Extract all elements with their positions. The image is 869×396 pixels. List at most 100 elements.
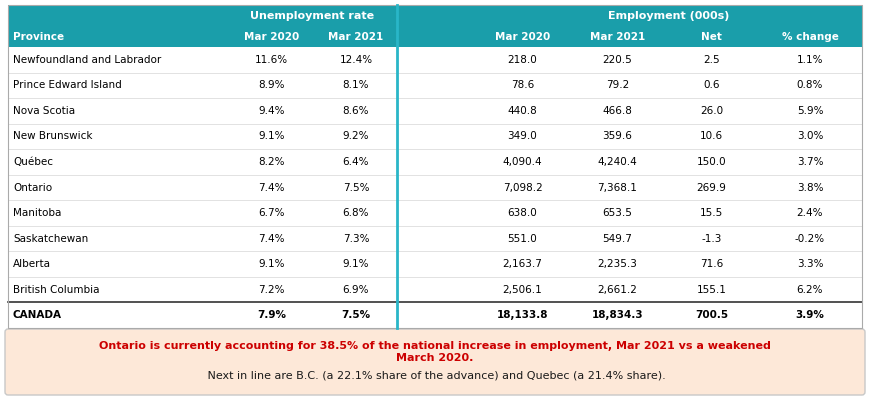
Text: 15.5: 15.5 bbox=[699, 208, 722, 218]
Text: 9.2%: 9.2% bbox=[342, 131, 368, 141]
Text: 0.6: 0.6 bbox=[702, 80, 719, 90]
Text: 7.5%: 7.5% bbox=[341, 310, 370, 320]
Text: 7.3%: 7.3% bbox=[342, 234, 368, 244]
Text: 3.9%: 3.9% bbox=[794, 310, 824, 320]
Text: 2,163.7: 2,163.7 bbox=[502, 259, 541, 269]
Text: 7.9%: 7.9% bbox=[256, 310, 286, 320]
Text: 150.0: 150.0 bbox=[696, 157, 726, 167]
Text: 700.5: 700.5 bbox=[694, 310, 727, 320]
Bar bbox=[8, 175, 861, 200]
Text: Ontario: Ontario bbox=[13, 183, 52, 192]
Text: 2,661.2: 2,661.2 bbox=[597, 285, 637, 295]
Text: 220.5: 220.5 bbox=[602, 55, 632, 65]
Text: 9.4%: 9.4% bbox=[258, 106, 284, 116]
Bar bbox=[8, 226, 861, 251]
Text: Employment (000s): Employment (000s) bbox=[607, 11, 728, 21]
Text: 549.7: 549.7 bbox=[602, 234, 632, 244]
Text: 653.5: 653.5 bbox=[602, 208, 632, 218]
Text: CANADA: CANADA bbox=[13, 310, 62, 320]
Text: 5.9%: 5.9% bbox=[796, 106, 822, 116]
Text: Québec: Québec bbox=[13, 157, 53, 167]
Bar bbox=[8, 200, 861, 226]
Text: 8.9%: 8.9% bbox=[258, 80, 284, 90]
Text: Mar 2021: Mar 2021 bbox=[328, 32, 383, 42]
Text: -1.3: -1.3 bbox=[700, 234, 721, 244]
Text: % change: % change bbox=[780, 32, 838, 42]
Text: Mar 2020: Mar 2020 bbox=[243, 32, 299, 42]
Text: Mar 2021: Mar 2021 bbox=[589, 32, 645, 42]
Text: 7.5%: 7.5% bbox=[342, 183, 368, 192]
Text: 26.0: 26.0 bbox=[700, 106, 722, 116]
Text: 6.7%: 6.7% bbox=[258, 208, 284, 218]
Text: 6.4%: 6.4% bbox=[342, 157, 368, 167]
Bar bbox=[8, 277, 861, 303]
Text: 7.4%: 7.4% bbox=[258, 183, 284, 192]
Text: 9.1%: 9.1% bbox=[258, 131, 284, 141]
Text: 1.1%: 1.1% bbox=[796, 55, 822, 65]
Text: 269.9: 269.9 bbox=[696, 183, 726, 192]
Bar bbox=[8, 251, 861, 277]
Text: 155.1: 155.1 bbox=[696, 285, 726, 295]
Text: 7,368.1: 7,368.1 bbox=[597, 183, 637, 192]
Text: 3.8%: 3.8% bbox=[796, 183, 822, 192]
Text: Net: Net bbox=[700, 32, 721, 42]
Bar bbox=[8, 98, 861, 124]
Text: 440.8: 440.8 bbox=[507, 106, 537, 116]
Bar bbox=[8, 5, 861, 27]
Text: 7.2%: 7.2% bbox=[258, 285, 284, 295]
Bar bbox=[8, 149, 861, 175]
Text: Prince Edward Island: Prince Edward Island bbox=[13, 80, 122, 90]
Text: 2.5: 2.5 bbox=[702, 55, 719, 65]
Text: Next in line are B.C. (a 22.1% share of the advance) and Quebec (a 21.4% share).: Next in line are B.C. (a 22.1% share of … bbox=[204, 371, 665, 381]
Text: 6.9%: 6.9% bbox=[342, 285, 368, 295]
Text: 71.6: 71.6 bbox=[699, 259, 722, 269]
Text: British Columbia: British Columbia bbox=[13, 285, 99, 295]
Text: 2,506.1: 2,506.1 bbox=[502, 285, 541, 295]
Text: 2.4%: 2.4% bbox=[796, 208, 822, 218]
Text: 18,133.8: 18,133.8 bbox=[496, 310, 547, 320]
Text: 3.3%: 3.3% bbox=[796, 259, 822, 269]
Text: Newfoundland and Labrador: Newfoundland and Labrador bbox=[13, 55, 161, 65]
Text: 8.6%: 8.6% bbox=[342, 106, 368, 116]
Text: 3.7%: 3.7% bbox=[796, 157, 822, 167]
Text: 3.0%: 3.0% bbox=[796, 131, 822, 141]
Bar bbox=[8, 5, 861, 328]
FancyBboxPatch shape bbox=[5, 329, 864, 395]
Bar bbox=[8, 47, 861, 72]
Text: 79.2: 79.2 bbox=[605, 80, 628, 90]
Text: 7.4%: 7.4% bbox=[258, 234, 284, 244]
Text: 218.0: 218.0 bbox=[507, 55, 537, 65]
Text: 4,240.4: 4,240.4 bbox=[597, 157, 637, 167]
Text: 638.0: 638.0 bbox=[507, 208, 537, 218]
Text: 11.6%: 11.6% bbox=[255, 55, 288, 65]
Text: Unemployment rate: Unemployment rate bbox=[250, 11, 375, 21]
Text: 9.1%: 9.1% bbox=[342, 259, 368, 269]
Text: 551.0: 551.0 bbox=[507, 234, 537, 244]
Text: Manitoba: Manitoba bbox=[13, 208, 62, 218]
Text: -0.2%: -0.2% bbox=[794, 234, 824, 244]
Text: Saskatchewan: Saskatchewan bbox=[13, 234, 88, 244]
Text: 8.2%: 8.2% bbox=[258, 157, 284, 167]
Text: 6.8%: 6.8% bbox=[342, 208, 368, 218]
Text: 7,098.2: 7,098.2 bbox=[502, 183, 541, 192]
Text: Alberta: Alberta bbox=[13, 259, 51, 269]
Text: New Brunswick: New Brunswick bbox=[13, 131, 92, 141]
Text: Ontario is currently accounting for 38.5% of the national increase in employment: Ontario is currently accounting for 38.5… bbox=[99, 341, 770, 363]
Text: Province: Province bbox=[13, 32, 64, 42]
Bar bbox=[8, 27, 861, 47]
Text: 8.1%: 8.1% bbox=[342, 80, 368, 90]
Text: 6.2%: 6.2% bbox=[796, 285, 822, 295]
Text: 349.0: 349.0 bbox=[507, 131, 537, 141]
Text: Nova Scotia: Nova Scotia bbox=[13, 106, 75, 116]
Bar bbox=[8, 124, 861, 149]
Bar bbox=[8, 303, 861, 328]
Text: 466.8: 466.8 bbox=[602, 106, 632, 116]
Text: 4,090.4: 4,090.4 bbox=[502, 157, 541, 167]
Text: 0.8%: 0.8% bbox=[796, 80, 822, 90]
Text: 359.6: 359.6 bbox=[602, 131, 632, 141]
Bar bbox=[8, 72, 861, 98]
Text: Mar 2020: Mar 2020 bbox=[494, 32, 549, 42]
Text: 9.1%: 9.1% bbox=[258, 259, 284, 269]
Text: 18,834.3: 18,834.3 bbox=[591, 310, 642, 320]
Text: 12.4%: 12.4% bbox=[339, 55, 372, 65]
